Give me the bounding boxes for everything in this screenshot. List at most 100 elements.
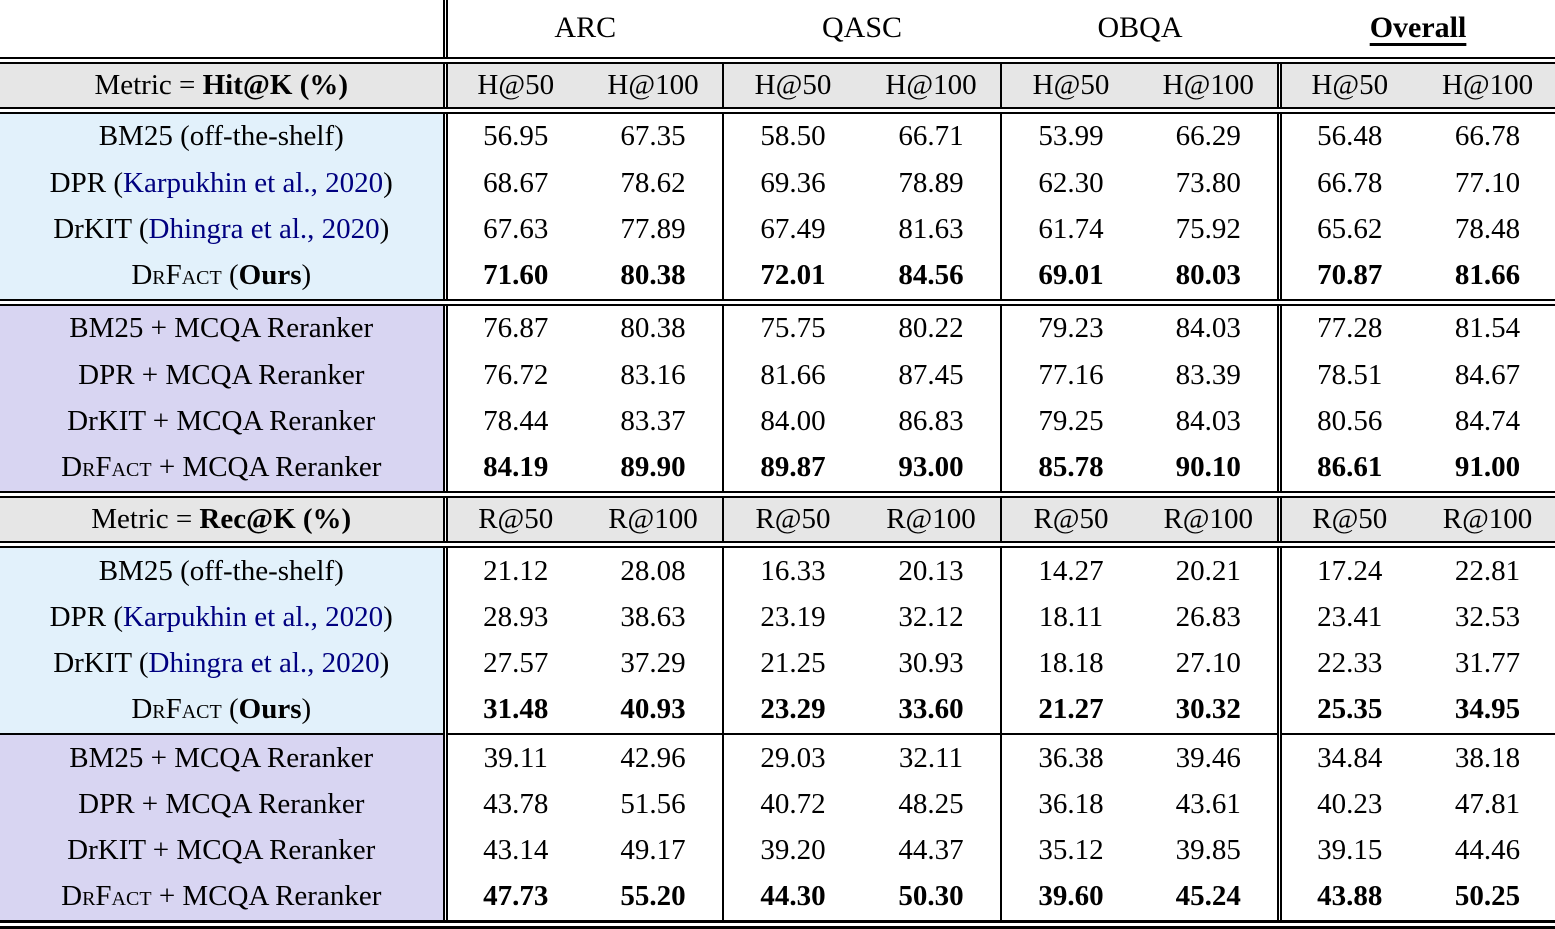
- value-cell: 25.35: [1276, 686, 1419, 735]
- value-cell: 76.72: [442, 352, 584, 399]
- value-cell: 68.67: [442, 160, 584, 207]
- value-cell: 33.60: [862, 686, 1001, 735]
- column-header: R@100: [1418, 494, 1555, 549]
- value-cell: 21.25: [722, 640, 862, 687]
- value-cell: 20.13: [898, 554, 964, 587]
- value-cell: 38.63: [620, 600, 686, 633]
- value-cell: 77.28: [1276, 302, 1419, 353]
- dataset-header-obqa: OBQA: [1001, 0, 1280, 64]
- value-cell: 75.75: [722, 302, 862, 353]
- value-cell: 80.38: [620, 312, 686, 345]
- value-cell: 80.56: [1276, 398, 1419, 445]
- value-cell: 84.03: [1175, 312, 1241, 345]
- value-cell: 65.62: [1276, 206, 1419, 253]
- method-name-text: DrKIT + MCQA Reranker: [67, 404, 376, 437]
- metric-label: Metric = Hit@K (%): [0, 60, 445, 114]
- value-cell: 14.27: [1000, 544, 1140, 595]
- dataset-header-row: ARC QASC OBQA Overall: [0, 0, 1555, 64]
- table-row: BM25 + MCQA Reranker 39.11 42.96 29.03 32.11…: [0, 733, 1555, 782]
- value-cell: 91.00: [1418, 444, 1555, 498]
- value-cell: 34.95: [1418, 686, 1555, 735]
- method-name-text: Ours: [238, 259, 302, 292]
- value-cell: 30.32: [1140, 686, 1280, 735]
- value-cell: 28.93: [442, 594, 584, 641]
- method-name-text: ): [301, 693, 312, 726]
- table-row: DPR (Karpukhin et al., 2020) 28.93 38.63 23…: [0, 594, 1555, 641]
- value-cell: 37.29: [620, 647, 686, 680]
- value-cell: 50.30: [862, 873, 1001, 929]
- value-cell: 85.78: [1000, 444, 1140, 498]
- value-cell: 80.22: [898, 312, 964, 345]
- value-cell: 87.45: [898, 358, 964, 391]
- value-cell: 84.03: [1175, 404, 1241, 437]
- method-name-text: DrKIT (: [53, 647, 149, 680]
- citation-link[interactable]: Karpukhin et al., 2020: [123, 166, 384, 199]
- value-cell: 90.10: [1140, 444, 1280, 498]
- value-cell: 43.78: [442, 781, 584, 828]
- table-row: BM25 (off-the-shelf) 21.12 28.08 16.33 20.13…: [0, 544, 1555, 595]
- column-header: R@50: [1000, 494, 1140, 549]
- value-cell: 67.49: [722, 206, 862, 253]
- value-cell: 43.88: [1276, 873, 1419, 929]
- citation-link[interactable]: Dhingra et al., 2020: [148, 212, 380, 245]
- dataset-label: OBQA: [1097, 11, 1183, 45]
- table-row: DrFact (Ours) 31.48 40.93 23.29 33.60 21.27 30…: [0, 686, 1555, 735]
- table-row: BM25 + MCQA Reranker 76.87 80.38 75.75 80.22…: [0, 302, 1555, 353]
- column-header: H@50: [1276, 60, 1419, 114]
- value-cell: 83.37: [620, 404, 686, 437]
- value-cell: 44.30: [722, 873, 862, 929]
- column-header: H@100: [862, 60, 1001, 114]
- value-cell: 47.81: [1454, 787, 1521, 820]
- value-cell: 21.12: [442, 544, 584, 595]
- method-cell: DrKIT + MCQA Reranker: [0, 398, 445, 445]
- value-cell: 78.48: [1454, 212, 1521, 245]
- column-header: R@100: [584, 494, 723, 549]
- method-name-text: BM25 (off-the-shelf): [98, 120, 344, 153]
- dataset-header-qasc: QASC: [723, 0, 1001, 64]
- value-cell: 27.57: [442, 640, 584, 687]
- citation-link[interactable]: Dhingra et al., 2020: [148, 647, 380, 680]
- table-row: DrKIT + MCQA Reranker 78.44 83.37 84.00 86.8…: [0, 398, 1555, 445]
- metric-name: Rec@K: [199, 502, 296, 535]
- column-header: H@100: [1418, 60, 1555, 114]
- column-header: H@50: [1000, 60, 1140, 114]
- value-cell: 77.89: [620, 212, 686, 245]
- method-cell: DrFact (Ours): [0, 252, 445, 306]
- table-row: BM25 (off-the-shelf) 56.95 67.35 58.50 66.71…: [0, 110, 1555, 161]
- value-cell: 40.23: [1276, 781, 1419, 828]
- method-name-text: DPR + MCQA Reranker: [78, 787, 365, 820]
- value-cell: 23.19: [722, 594, 862, 641]
- value-cell: 73.80: [1175, 166, 1241, 199]
- value-cell: 66.78: [1276, 160, 1419, 207]
- citation-link[interactable]: Karpukhin et al., 2020: [123, 600, 384, 633]
- method-name-text: DrFact: [61, 451, 152, 484]
- value-cell: 47.73: [442, 873, 584, 929]
- method-cell: BM25 + MCQA Reranker: [0, 733, 445, 782]
- value-cell: 61.74: [1000, 206, 1140, 253]
- method-cell: DrFact (Ours): [0, 686, 445, 735]
- value-cell: 44.46: [1454, 833, 1521, 866]
- method-name-text: DPR (: [49, 600, 123, 633]
- value-cell: 39.20: [722, 827, 862, 874]
- column-header: H@50: [442, 60, 584, 114]
- value-cell: 43.14: [442, 827, 584, 874]
- value-cell: 84.56: [862, 252, 1001, 306]
- method-name-text: DrKIT + MCQA Reranker: [67, 833, 376, 866]
- value-cell: 29.03: [722, 733, 862, 782]
- value-cell: 39.15: [1276, 827, 1419, 874]
- value-cell: 32.12: [898, 600, 964, 633]
- value-cell: 27.10: [1175, 647, 1241, 680]
- method-name-text: Ours: [238, 693, 302, 726]
- dataset-label: ARC: [554, 11, 617, 45]
- column-header: R@100: [862, 494, 1001, 549]
- value-cell: 21.27: [1000, 686, 1140, 735]
- method-name-text: (: [221, 259, 239, 292]
- table-row: DrFact + MCQA Reranker 47.73 55.20 44.30 50.…: [0, 873, 1555, 929]
- metric-suffix: (%): [295, 502, 352, 535]
- value-cell: 40.72: [722, 781, 862, 828]
- value-cell: 31.48: [442, 686, 584, 735]
- value-cell: 83.16: [620, 358, 686, 391]
- column-header: R@50: [442, 494, 584, 549]
